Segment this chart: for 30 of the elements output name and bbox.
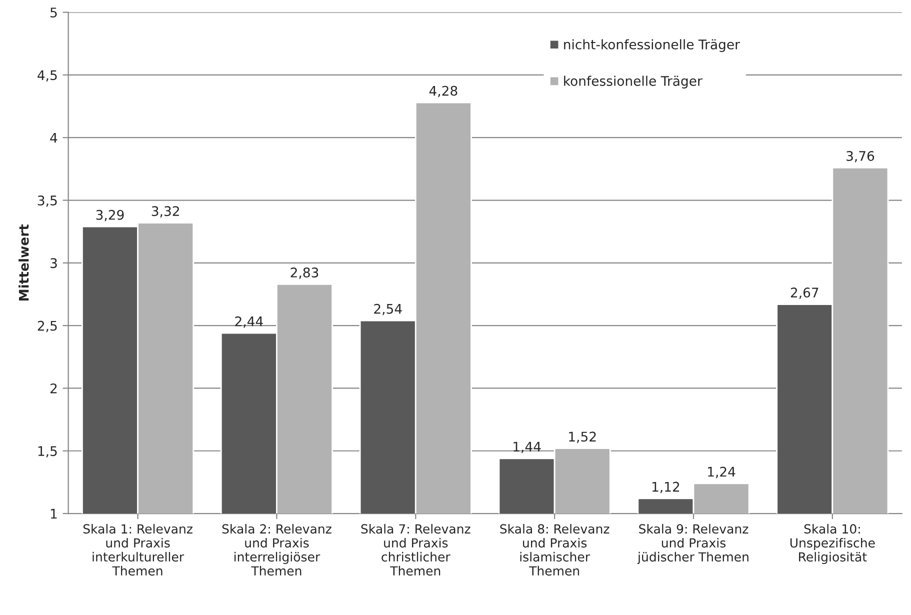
x-tick-label: Skala 10: Unspezifische Religiosität [790, 524, 875, 564]
legend-label: nicht-konfessionelle Träger [564, 39, 740, 52]
x-tick-label: Skala 7: Relevanz und Praxis christlicher Themen [361, 524, 470, 576]
data-label: 2,67 [790, 288, 818, 299]
y-tick-label: 3,5 [38, 195, 57, 207]
data-label: 1,44 [514, 442, 541, 454]
data-label: 3,76 [846, 150, 874, 162]
data-label: 1,12 [652, 482, 680, 494]
x-tick-label: Skala 1: Relevanz und Praxis interkultureller Themen [83, 524, 192, 576]
y-tick-label: 3 [50, 258, 57, 268]
y-tick-label: 2,5 [38, 320, 57, 332]
y-tick-label: 1,5 [38, 446, 57, 458]
data-label: 1,24 [708, 466, 736, 478]
y-axis-title: Mittelwert [18, 224, 29, 301]
data-label: 2,54 [374, 304, 402, 316]
x-tick-label: Skala 8: Relevanz und Praxis islamischer Themen [500, 524, 610, 576]
y-tick-label: 5 [50, 8, 57, 18]
y-tick-label: 2 [50, 383, 57, 394]
data-label: 4,28 [429, 86, 458, 98]
y-tick-label: 4,5 [38, 70, 57, 82]
x-tick-label: Skala 9: Relevanz und Praxis jüdischer Themen [637, 524, 748, 564]
data-label: 1,52 [569, 432, 596, 443]
y-tick-label: 1 [50, 508, 57, 519]
x-tick-label: Skala 2: Relevanz und Praxis interreligiöser Themen [222, 524, 332, 576]
y-tick-label: 4 [50, 133, 58, 143]
data-label: 3,32 [152, 206, 179, 218]
data-label: 3,29 [96, 210, 124, 222]
data-label: 2,83 [290, 268, 318, 279]
data-label: 2,44 [235, 316, 263, 328]
legend-label: konfessionelle Träger [564, 76, 702, 88]
